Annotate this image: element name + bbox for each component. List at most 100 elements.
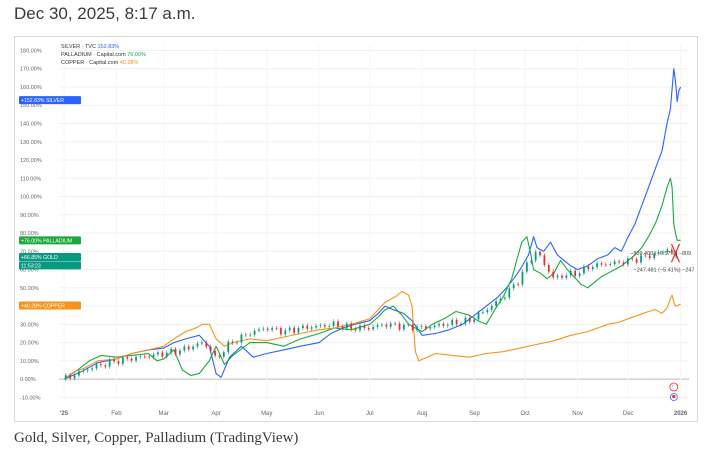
gold-candle-body xyxy=(613,261,616,265)
chart-frame: 180.00% 170.00% 160.00% 150.00% 140.00% 130.0… xyxy=(14,36,698,422)
y-tick-label: -10.00% xyxy=(20,395,41,401)
gold-candle-body xyxy=(64,375,67,380)
gold-candle-body xyxy=(468,317,471,322)
gold-candle-body xyxy=(420,326,423,328)
gold-candle-body xyxy=(157,352,159,355)
gold-candle-body xyxy=(179,350,181,355)
gold-candle-body xyxy=(626,258,629,265)
gold-candle-body xyxy=(170,348,173,353)
axis-badge-label: +152.83% SILVER xyxy=(21,98,64,104)
gold-candle-body xyxy=(266,328,269,331)
gold-candle-body xyxy=(284,330,287,335)
gold-candle-body xyxy=(214,351,216,356)
gold-candle-body xyxy=(143,356,146,358)
axis-badge-bg xyxy=(19,261,81,270)
gold-candle-body xyxy=(477,312,480,320)
gold-candle-body xyxy=(293,327,296,333)
y-tick-label: 140.00% xyxy=(20,122,42,128)
series-layer xyxy=(63,68,682,382)
gold-candle-body xyxy=(539,251,541,256)
axis-badge-copper: +40.28% COPPER xyxy=(19,301,81,310)
y-tick-label: 130.00% xyxy=(20,140,42,146)
gold-candle-body xyxy=(591,266,594,270)
gold-candle-body xyxy=(183,346,186,351)
axis-badge-bg xyxy=(19,301,81,310)
series-candles-gold xyxy=(64,247,678,382)
gold-candle-body xyxy=(328,326,331,327)
alert-icon[interactable] xyxy=(669,382,679,392)
gold-candle-body xyxy=(389,323,392,327)
gold-candle-body xyxy=(275,328,278,329)
gold-candle-body xyxy=(227,341,230,353)
y-tick-label: 170.00% xyxy=(20,67,42,73)
axis-badge-label: +66.85% GOLD xyxy=(21,255,58,261)
y-tick-label: 80.00% xyxy=(20,231,39,237)
gold-candle-body xyxy=(482,312,484,313)
gold-candle-body xyxy=(486,309,489,313)
x-tick-label: Apr xyxy=(211,411,220,417)
axis-badge-label: 11:53:23 xyxy=(21,263,41,269)
x-tick-label: Mar xyxy=(159,411,169,417)
legend-name: PALLADIUM · Capital.com xyxy=(61,52,127,58)
axis-badge-gold: +66.85% GOLD xyxy=(19,253,81,262)
gold-candle-body xyxy=(569,270,572,276)
series-line-silver xyxy=(63,68,682,380)
y-tick-label: 30.00% xyxy=(20,322,39,328)
gold-candle-body xyxy=(82,370,85,372)
gold-candle-body xyxy=(394,323,397,325)
gold-candle-body xyxy=(631,258,634,260)
gold-candle-body xyxy=(78,371,80,376)
axis-badge-gold: 11:53:23 xyxy=(19,261,81,270)
gold-candle-body xyxy=(670,249,673,253)
gold-candle-body xyxy=(161,352,164,357)
gold-candle-body xyxy=(187,346,190,350)
x-tick-label: Aug xyxy=(417,411,428,417)
gold-candle-body xyxy=(350,323,353,329)
gold-candle-body xyxy=(288,327,291,331)
order-annotation: −247.481 (−5.41%) −247 xyxy=(633,267,694,273)
gold-candle-body xyxy=(231,341,234,343)
gold-candle-body xyxy=(86,369,89,371)
gold-candle-body xyxy=(280,328,282,335)
gold-candle-body xyxy=(583,266,585,274)
series-line-palladium xyxy=(63,177,681,380)
gold-candle-body xyxy=(407,324,410,326)
gold-candle-body xyxy=(525,262,528,272)
end-marker xyxy=(670,243,681,263)
gold-candle-body xyxy=(398,323,401,330)
gold-candle-body xyxy=(451,319,454,325)
gold-candle-body xyxy=(95,364,98,369)
gold-candle-body xyxy=(600,263,603,265)
gold-candle-body xyxy=(306,325,309,329)
gold-candle-body xyxy=(424,326,427,329)
legend-value: 40.28% xyxy=(120,60,139,66)
gold-candle-body xyxy=(556,275,559,278)
gold-candle-body xyxy=(258,329,260,331)
gold-candle-body xyxy=(499,298,502,302)
timestamp: Dec 30, 2025, 8:17 a.m. xyxy=(14,4,196,23)
y-tick-label: 90.00% xyxy=(20,213,39,219)
gold-candle-body xyxy=(222,352,225,357)
grid-layer xyxy=(59,45,689,401)
gold-candle-body xyxy=(91,368,94,370)
gold-candle-body xyxy=(648,255,651,259)
gold-candle-body xyxy=(473,319,476,322)
gold-candle-body xyxy=(196,343,199,347)
gold-candle-body xyxy=(666,249,669,252)
order-annotation: −809.400 (−6.57%) −809 xyxy=(630,251,691,257)
gold-candle-body xyxy=(534,251,537,261)
axis-badge-label: +40.28% COPPER xyxy=(21,304,65,310)
gold-candle-body xyxy=(130,358,133,361)
x-tick-label: '25 xyxy=(60,411,69,417)
gold-candle-body xyxy=(73,375,76,379)
gold-candle-body xyxy=(455,319,458,325)
y-tick-label: 120.00% xyxy=(20,158,42,164)
axis-badge-bg xyxy=(19,253,81,262)
gold-candle-body xyxy=(113,359,115,362)
gold-candle-body xyxy=(442,323,445,326)
axis-badge-bg xyxy=(19,236,81,245)
gold-candle-body xyxy=(429,327,432,329)
figure-caption: Gold, Silver, Copper, Palladium (Trading… xyxy=(14,430,299,446)
gold-candle-body xyxy=(416,326,418,331)
y-tick-label: 0.00% xyxy=(20,377,36,383)
